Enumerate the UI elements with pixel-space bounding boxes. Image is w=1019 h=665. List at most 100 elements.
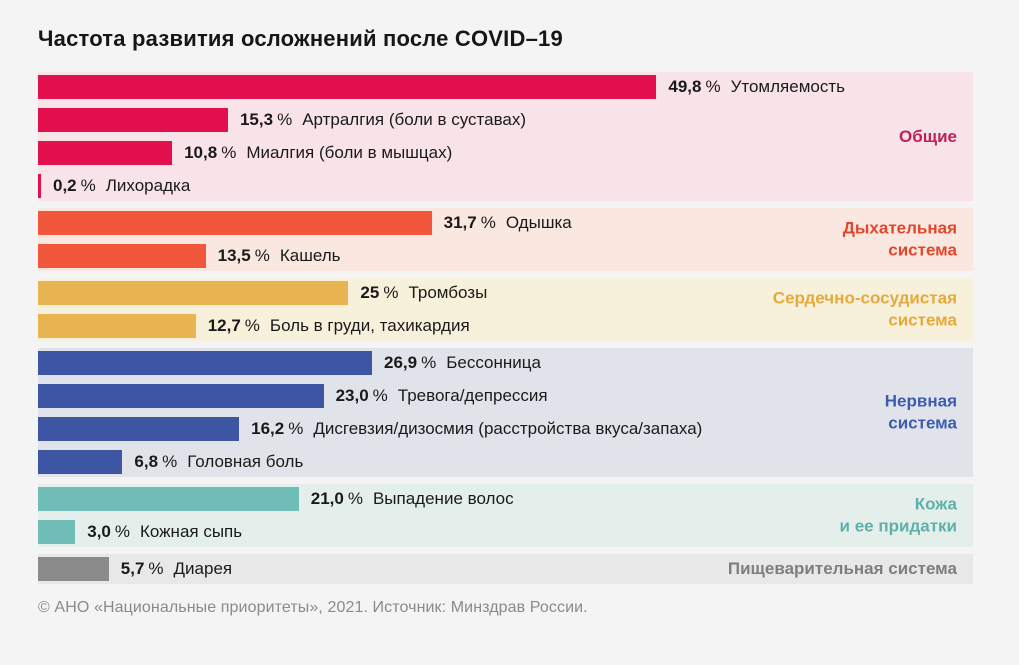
bar-row: 25% Тромбозы [38,281,973,305]
bar [38,211,432,235]
bar-annotation: 49,8% Утомляемость [668,77,845,97]
bar-row: 23,0% Тревога/депрессия [38,384,973,408]
bar-annotation: 12,7% Боль в груди, тахикардия [208,316,470,336]
bar-annotation: 10,8% Миалгия (боли в мышцах) [184,143,452,163]
bar-row: 3,0% Кожная сыпь [38,520,973,544]
bar-annotation: 15,3% Артралгия (боли в суставах) [240,110,526,130]
percent-sign: % [221,143,237,162]
bar-row: 31,7% Одышка [38,211,973,235]
bar-label: Одышка [505,213,572,232]
group-label: Пищеварительная система [727,558,957,578]
bar [38,174,41,198]
bar-label: Диарея [173,559,233,578]
bar-row: 15,3% Артралгия (боли в суставах) [38,108,973,132]
group-label: Дыхательная система [842,218,957,260]
bar [38,520,76,544]
bar-annotation: 6,8% Головная боль [134,452,303,472]
bar-annotation: 16,2% Дисгевзия/дизосмия (расстройства вк… [251,419,702,439]
bar-row: 10,8% Миалгия (боли в мышцах) [38,141,973,165]
percent-sign: % [254,246,270,265]
bar [38,487,299,511]
bar-value: 6,8 [134,452,159,471]
percent-sign: % [421,353,437,372]
bar-label: Головная боль [187,452,304,471]
percent-sign: % [162,452,178,471]
bar [38,75,657,99]
group-panel: 25% Тромбозы 12,7% Боль в груди, тахикардия… [38,278,973,341]
percent-sign: % [114,522,131,541]
percent-sign: % [148,559,164,578]
percent-sign: % [80,176,96,195]
bar-annotation: 0,2% Лихорадка [53,176,190,196]
bar-label: Утомляемость [730,77,845,96]
bar-row: 21,0% Выпадение волос [38,487,973,511]
bar-value: 15,3 [239,110,274,129]
bar-annotation: 21,0% Выпадение волос [311,489,514,509]
bar [38,450,123,474]
group-panel: 21,0% Выпадение волос 3,0% Кожная сыпь Кожа … [38,484,973,547]
percent-sign: % [372,386,388,405]
bar [38,281,349,305]
bar-annotation: 25% Тромбозы [360,283,487,303]
bar [38,244,206,268]
bar-row: 13,5% Кашель [38,244,973,268]
bar-annotation: 13,5% Кашель [218,246,341,266]
bar-label: Дисгевзия/дизосмия (расстройства вкуса/з… [313,419,703,438]
bar-annotation: 3,0% Кожная сыпь [87,522,242,542]
bar-label: Тромбозы [408,283,488,302]
bar-annotation: 5,7% Диарея [121,559,232,579]
bar [38,141,173,165]
bar-value: 23,0 [335,386,369,405]
bar [38,314,196,338]
bar [38,384,324,408]
bar-row: 26,9% Бессонница [38,351,973,375]
bar-label: Кожная сыпь [140,522,243,541]
bar-label: Кашель [279,246,341,265]
bar-value: 10,8 [184,143,218,162]
bar-annotation: 23,0% Тревога/депрессия [336,386,548,406]
bar-annotation: 26,9% Бессонница [384,353,541,373]
group-label: Общие [899,126,957,146]
bar-value: 3,0 [87,522,111,541]
group-label: Сердечно-сосудистая система [772,288,957,330]
percent-sign: % [480,213,496,232]
bar-value: 0,2 [53,176,77,195]
bar [38,351,373,375]
group-panel: 31,7% Одышка 13,5% Кашель Дыхательная систем… [38,208,973,271]
bar-label: Бессонница [446,353,541,372]
percent-sign: % [277,110,293,129]
bar-label: Артралгия (боли в суставах) [302,110,527,129]
bar-row: 5,7% Диарея [38,557,973,581]
bar [38,108,228,132]
source-note: © АНО «Национальные приоритеты», 2021. И… [38,599,588,616]
bar-label: Выпадение волос [372,489,514,508]
group-panel: 26,9% Бессонница 23,0% Тревога/депрессия 16,… [38,348,973,477]
bar-label: Лихорадка [105,176,191,195]
group-panel: 5,7% Диарея Пищеварительная система [38,554,973,584]
page-title: Частота развития осложнений после COVID–… [38,26,563,51]
bar [38,417,240,441]
group-label: Нервная система [884,391,957,433]
percent-sign: % [244,316,260,335]
bar-value: 16,2 [251,419,285,438]
percent-sign: % [383,283,399,302]
bar [38,557,109,581]
bar-value: 31,7 [443,213,477,232]
group-panel: 49,8% Утомляемость 15,3% Артралгия (боли в … [38,72,973,201]
bar-label: Боль в груди, тахикардия [269,316,470,335]
bar-label: Тревога/депрессия [397,386,548,405]
bar-value: 25 [360,283,380,302]
percent-sign: % [288,419,304,438]
bar-value: 12,7 [207,316,241,335]
group-label: Кожа и ее придатки [839,494,957,536]
percent-sign: % [347,489,363,508]
bar-value: 26,9 [384,353,418,372]
bar-value: 21,0 [310,489,344,508]
percent-sign: % [705,77,721,96]
bar-chart: 49,8% Утомляемость 15,3% Артралгия (боли в … [38,72,973,584]
bar-row: 12,7% Боль в груди, тахикардия [38,314,973,338]
bar-value: 13,5 [217,246,251,265]
bar-label: Миалгия (боли в мышцах) [246,143,453,162]
bar-row: 16,2% Дисгевзия/дизосмия (расстройства вк… [38,417,973,441]
